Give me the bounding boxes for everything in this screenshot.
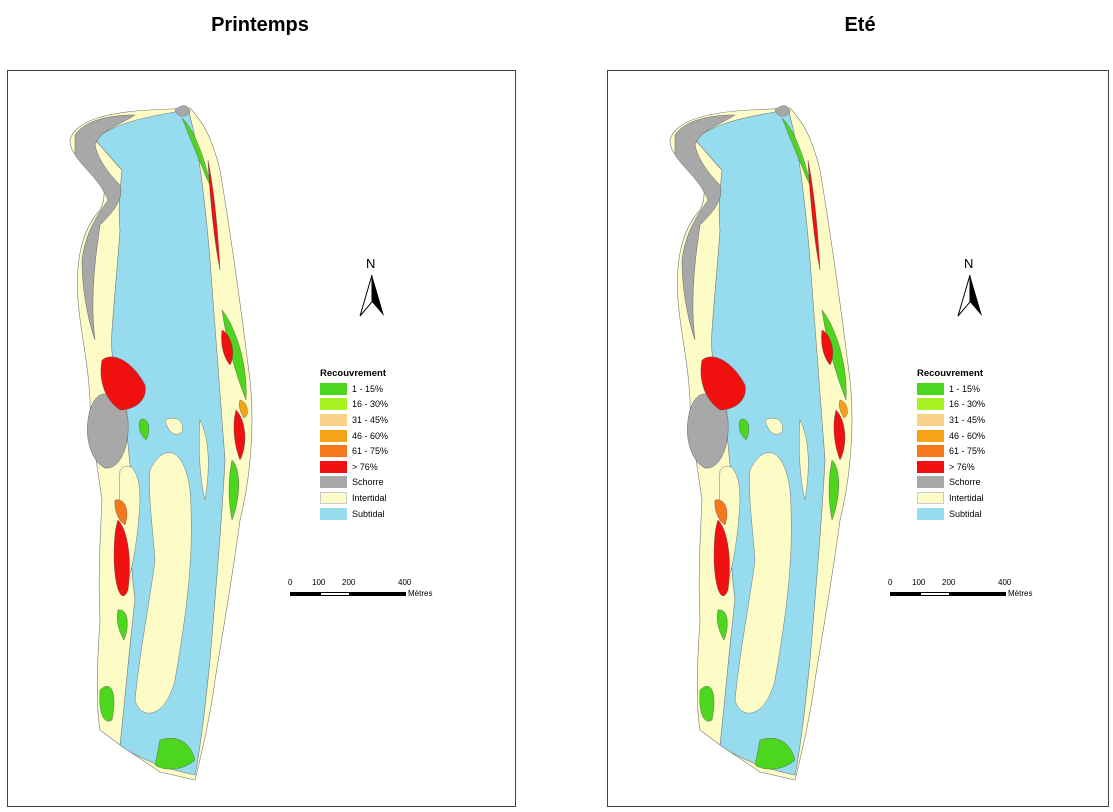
estuary-map-summer (669, 105, 853, 781)
legend-swatch (320, 460, 347, 473)
legend-swatch (917, 507, 944, 520)
legend-item: Schorre (320, 475, 388, 491)
legend-item: Intertidal (320, 490, 388, 506)
legend-label: 31 - 45% (949, 414, 986, 425)
legend-swatch (320, 382, 347, 395)
legend-label: 61 - 75% (352, 446, 389, 457)
legend-title: Recouvrement (320, 368, 386, 379)
map-title-spring: Printemps (211, 14, 309, 36)
legend-label: Subtidal (352, 508, 385, 519)
legend-swatch (320, 429, 347, 442)
scale-unit: Mètres (408, 589, 433, 598)
legend-label: > 76% (949, 461, 975, 472)
legend-label: Intertidal (949, 492, 984, 503)
legend-label: Schorre (352, 477, 384, 488)
scale-tick: 200 (342, 578, 356, 587)
scale-tick: 200 (942, 578, 956, 587)
legend-label: 16 - 30% (352, 399, 389, 410)
legend-label: Schorre (949, 477, 981, 488)
legend-swatch (320, 398, 347, 411)
map-title-summer: Eté (844, 14, 876, 36)
scale-bar: 0 100 200 400 Mètres (288, 578, 468, 608)
scale-tick: 0 (288, 578, 293, 587)
scale-segment (950, 592, 1006, 596)
legend-swatch (917, 491, 944, 504)
legend-label: 31 - 45% (352, 414, 389, 425)
legend-label: 61 - 75% (949, 446, 986, 457)
legend-item: Intertidal (917, 490, 985, 506)
legend-label: 1 - 15% (949, 383, 981, 394)
legend-label: > 76% (352, 461, 378, 472)
scale-unit: Mètres (1008, 589, 1033, 598)
legend-swatch (917, 413, 944, 426)
legend-label: 16 - 30% (949, 399, 986, 410)
north-arrow-icon (359, 274, 384, 317)
scale-segment (290, 592, 320, 596)
legend-item: 1 - 15% (917, 381, 985, 397)
legend-item: Subtidal (320, 506, 388, 522)
legend-item: 1 - 15% (320, 381, 388, 397)
legend-label: Intertidal (352, 492, 387, 503)
legend-swatch (320, 445, 347, 458)
legend-item: 61 - 75% (320, 443, 388, 459)
legend-item: Subtidal (917, 506, 985, 522)
legend-item: > 76% (917, 459, 985, 475)
legend-label: 46 - 60% (352, 430, 389, 441)
legend-label: Subtidal (949, 508, 982, 519)
legend-swatch (917, 382, 944, 395)
legend-item: Schorre (917, 475, 985, 491)
legend-item: 16 - 30% (320, 397, 388, 413)
legend-label: 46 - 60% (949, 430, 986, 441)
north-arrow-icon (957, 274, 982, 317)
scale-tick: 100 (912, 578, 926, 587)
legend-item: 46 - 60% (917, 428, 985, 444)
legend-item: 31 - 45% (320, 412, 388, 428)
north-label: N (964, 256, 974, 271)
scale-segment (320, 592, 350, 596)
scale-segment (920, 592, 950, 596)
scale-tick: 0 (888, 578, 893, 587)
estuary-map-spring (69, 105, 253, 781)
legend-swatch (917, 429, 944, 442)
legend-item: 61 - 75% (917, 443, 985, 459)
scale-tick: 400 (998, 578, 1012, 587)
scale-tick: 400 (398, 578, 412, 587)
scale-bar: 0 100 200 400 Mètres (888, 578, 1068, 608)
scale-segment (350, 592, 406, 596)
legend-swatch (917, 445, 944, 458)
scale-tick: 100 (312, 578, 326, 587)
legend-label: 1 - 15% (352, 383, 384, 394)
legend-swatch (320, 413, 347, 426)
legend-title: Recouvrement (917, 368, 983, 379)
legend-item: 46 - 60% (320, 428, 388, 444)
legend-item: > 76% (320, 459, 388, 475)
legend: Recouvrement 1 - 15% 16 - 30% 31 - 45% 4… (917, 368, 985, 521)
legend-swatch (320, 476, 347, 489)
legend-item: 31 - 45% (917, 412, 985, 428)
north-label: N (366, 256, 376, 271)
legend-swatch (917, 398, 944, 411)
legend: Recouvrement 1 - 15% 16 - 30% 31 - 45% 4… (320, 368, 388, 521)
legend-item: 16 - 30% (917, 397, 985, 413)
legend-swatch (320, 507, 347, 520)
legend-swatch (917, 460, 944, 473)
legend-swatch (320, 491, 347, 504)
legend-swatch (917, 476, 944, 489)
map-panel-summer (607, 70, 1109, 807)
scale-segment (890, 592, 920, 596)
